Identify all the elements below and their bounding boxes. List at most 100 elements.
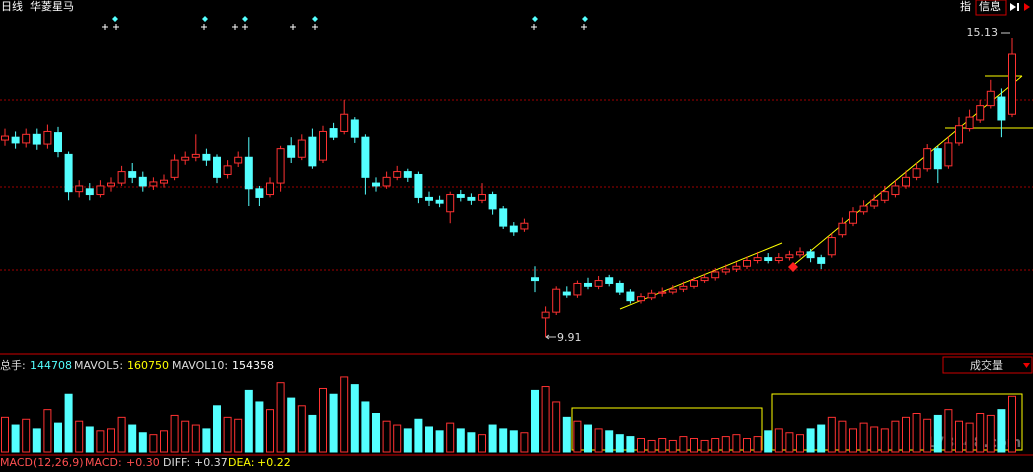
candle-body bbox=[138, 176, 147, 187]
volume-bar bbox=[615, 434, 624, 453]
volume-bar bbox=[255, 401, 264, 453]
volume-bar bbox=[64, 393, 73, 453]
volume-bar bbox=[213, 405, 221, 453]
diff-label: DIFF: bbox=[163, 456, 190, 469]
index-button[interactable]: 指 bbox=[960, 0, 971, 13]
volume-bar bbox=[721, 436, 730, 453]
volume-bar bbox=[785, 432, 794, 453]
candle-body bbox=[160, 179, 168, 184]
candle-body bbox=[774, 257, 783, 262]
volume-bar bbox=[170, 414, 179, 453]
info-button-frame bbox=[975, 0, 1007, 16]
volume-bar bbox=[75, 420, 84, 453]
volume-bar bbox=[107, 428, 115, 453]
low-label: 9.91 bbox=[557, 331, 582, 344]
volume-bar bbox=[796, 434, 804, 453]
candle-body bbox=[997, 96, 1006, 121]
dropdown-icon[interactable] bbox=[1023, 363, 1030, 368]
volume-bar bbox=[986, 414, 995, 453]
info-button[interactable]: 信息 bbox=[979, 0, 1001, 13]
candle-body bbox=[509, 225, 518, 233]
candle-body bbox=[266, 182, 274, 196]
volume-button[interactable]: 成交量 bbox=[970, 358, 1003, 372]
volume-bar bbox=[859, 422, 868, 453]
volume-bar bbox=[456, 428, 465, 453]
exit-icon[interactable] bbox=[1010, 3, 1019, 11]
volume-bar bbox=[244, 389, 253, 453]
candle-body bbox=[944, 142, 953, 167]
candle-body bbox=[32, 133, 41, 145]
macd-value: +0.30 bbox=[126, 456, 160, 469]
volume-bar bbox=[679, 436, 688, 453]
candle-body bbox=[85, 188, 94, 196]
candle-body bbox=[690, 280, 698, 287]
candle-body bbox=[117, 171, 126, 184]
candle-body bbox=[54, 132, 62, 153]
volume-bar bbox=[933, 414, 942, 453]
total-label: 总手: bbox=[0, 358, 26, 372]
volume-bar bbox=[870, 426, 879, 453]
volume-bar bbox=[329, 393, 338, 453]
volume-bar bbox=[128, 424, 137, 453]
menu-icon[interactable] bbox=[1024, 3, 1030, 11]
candle-body bbox=[499, 208, 508, 227]
candle-body bbox=[96, 185, 105, 196]
volume-bar bbox=[467, 432, 476, 453]
dashed-guides bbox=[0, 99, 1033, 271]
candle-body bbox=[658, 291, 667, 294]
candle-body bbox=[425, 196, 433, 201]
volume-bar bbox=[997, 409, 1006, 453]
candle-body bbox=[75, 185, 84, 193]
candle-body bbox=[986, 90, 995, 107]
volume-bar bbox=[753, 436, 762, 453]
stock-name: 华菱星马 bbox=[30, 0, 74, 13]
candle-body bbox=[584, 282, 592, 287]
dea-value: +0.22 bbox=[257, 456, 291, 469]
mavol5-label: MAVOL5: bbox=[74, 359, 123, 372]
candle-body bbox=[382, 176, 391, 187]
volume-bar bbox=[902, 416, 910, 453]
candle-body bbox=[1008, 53, 1016, 115]
low-pointer bbox=[545, 334, 556, 340]
volume-bar bbox=[287, 397, 296, 453]
candle-body bbox=[22, 133, 31, 144]
volume-bar bbox=[668, 439, 677, 453]
candle-body bbox=[849, 211, 857, 224]
volume-bar bbox=[11, 424, 20, 453]
volume-bar bbox=[1, 416, 9, 453]
volume-bar bbox=[690, 438, 698, 453]
volume-bar bbox=[806, 428, 815, 453]
candle-body bbox=[467, 196, 476, 201]
candle-body bbox=[276, 148, 285, 184]
candle-body bbox=[372, 182, 380, 187]
candle-body bbox=[552, 288, 561, 313]
candle-body bbox=[700, 277, 709, 282]
mavol5-value: 160750 bbox=[127, 359, 169, 372]
candle-body bbox=[637, 296, 645, 302]
volume-bar bbox=[912, 413, 921, 453]
diff-value: +0.37 bbox=[194, 456, 228, 469]
volume-bar bbox=[838, 420, 847, 453]
volume-bar bbox=[743, 438, 751, 453]
candle-body bbox=[213, 156, 221, 178]
buy-signal bbox=[788, 262, 798, 272]
candle-body bbox=[933, 148, 942, 170]
volume-bar bbox=[774, 428, 783, 453]
signal-markers bbox=[102, 16, 588, 30]
volume-bar bbox=[85, 426, 94, 453]
volume-bar bbox=[149, 434, 158, 453]
candle-body bbox=[319, 130, 327, 161]
candle-body bbox=[806, 251, 815, 259]
volume-bar bbox=[435, 430, 444, 453]
candle-body bbox=[541, 311, 550, 319]
candle-body bbox=[764, 257, 773, 262]
candle-body bbox=[955, 125, 963, 144]
volume-bar bbox=[965, 422, 974, 453]
volume-bar bbox=[393, 424, 402, 453]
candle-body bbox=[170, 159, 179, 178]
candle-body bbox=[891, 185, 900, 196]
volume-bar bbox=[700, 439, 709, 453]
candle-body bbox=[435, 199, 444, 204]
candle-body bbox=[796, 251, 804, 256]
trend-lines bbox=[571, 75, 1033, 451]
